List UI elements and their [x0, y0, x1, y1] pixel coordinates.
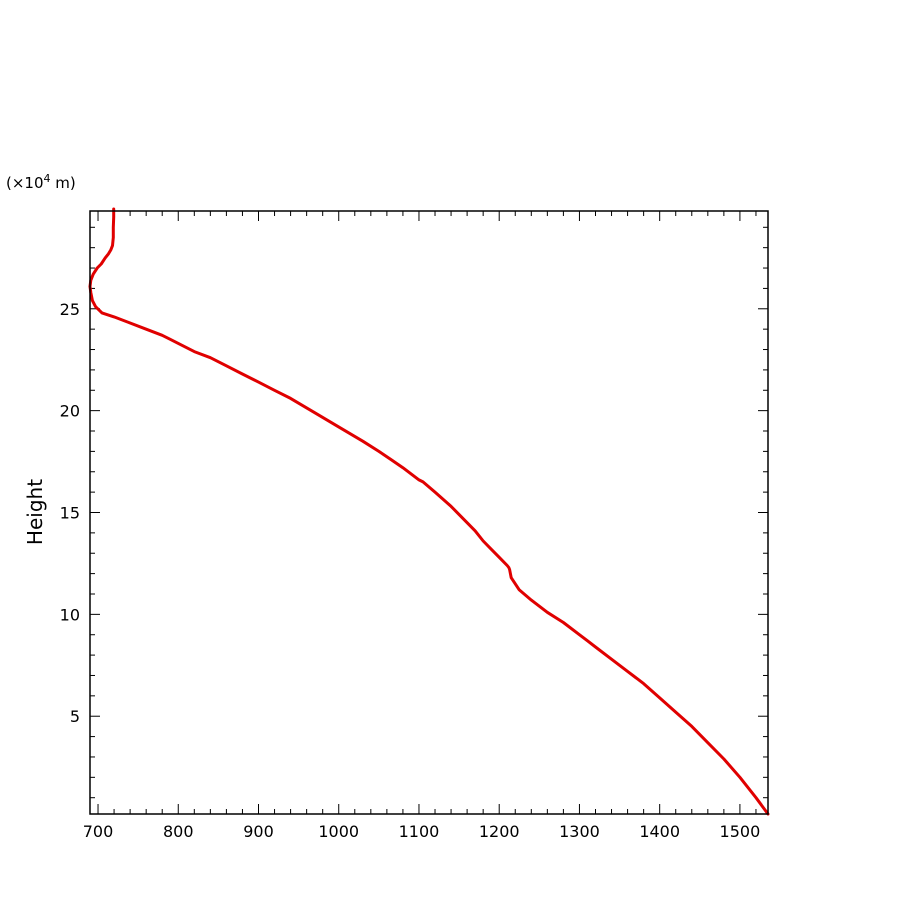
x-tick-label-1000: 1000: [318, 822, 359, 841]
series-line-height-profile: [88, 207, 770, 816]
x-tick-label-1500: 1500: [720, 822, 761, 841]
x-tick-label-900: 900: [243, 822, 274, 841]
y-axis-unit-label: (×104 m): [6, 172, 76, 192]
y-tick-label-25: 25: [60, 300, 80, 319]
plot-frame: [89, 210, 769, 815]
y-unit-suffix: m): [51, 174, 76, 192]
y-unit-prefix: (×10: [6, 174, 44, 192]
x-tick-label-1200: 1200: [479, 822, 520, 841]
x-axis-ticks: 700 800 900 1000 1100 1200 1300 1400 1500: [83, 211, 761, 841]
x-tick-label-1100: 1100: [399, 822, 440, 841]
x-tick-label-800: 800: [163, 822, 194, 841]
y-tick-label-5: 5: [70, 707, 80, 726]
y-tick-label-15: 15: [60, 504, 80, 523]
y-tick-label-10: 10: [60, 605, 80, 624]
y-axis-ticks: 5 10 15 20 25: [60, 226, 768, 799]
x-tick-label-1300: 1300: [559, 822, 600, 841]
y-unit-exponent: 4: [44, 172, 51, 185]
y-axis-title: Height: [23, 479, 47, 545]
x-tick-label-700: 700: [83, 822, 114, 841]
y-tick-label-20: 20: [60, 402, 80, 421]
x-tick-label-1400: 1400: [639, 822, 680, 841]
